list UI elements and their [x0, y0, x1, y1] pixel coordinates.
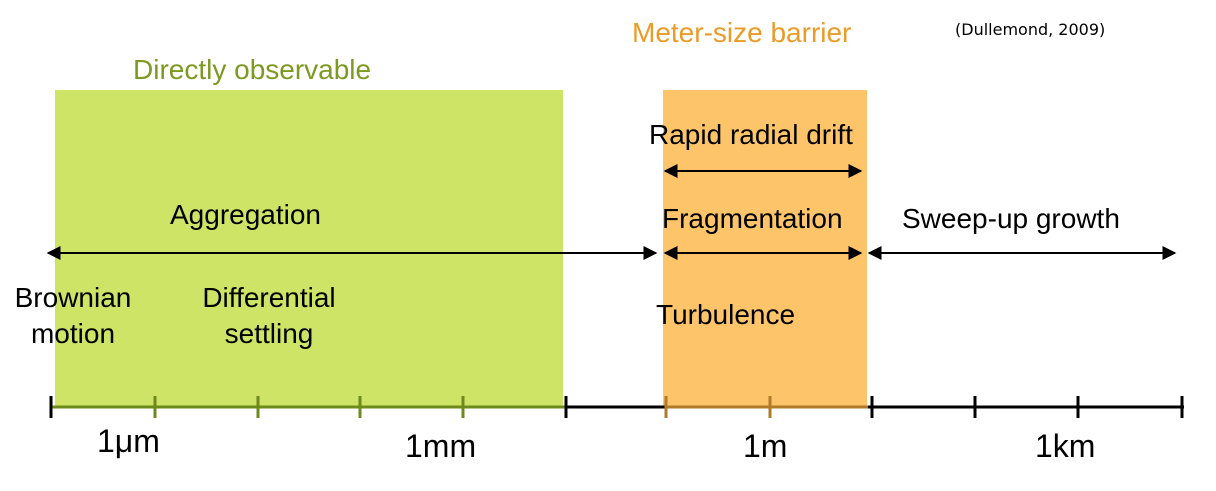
differential-settling-label: Differential settling [183, 280, 355, 352]
differential-line-1: Differential [202, 282, 336, 313]
axis-label-1km: 1km [1035, 428, 1096, 464]
directly-observable-label: Directly observable [133, 54, 372, 85]
differential-line-2: settling [224, 318, 314, 349]
sweep-up-growth-label: Sweep-up growth [902, 203, 1120, 234]
aggregation-label: Aggregation [170, 199, 322, 230]
size-axis [49, 396, 1184, 418]
citation-label: (Dullemond, 2009) [955, 20, 1106, 39]
brownian-line-2: motion [30, 318, 116, 349]
axis-label-1mm: 1mm [405, 428, 477, 464]
radial-drift-label: Rapid radial drift [649, 119, 853, 150]
brownian-motion-label: Brownian motion [0, 280, 146, 352]
meter-size-barrier-label: Meter-size barrier [632, 17, 852, 48]
axis-label-1um: 1μm [97, 423, 160, 459]
turbulence-label: Turbulence [656, 299, 796, 330]
brownian-line-1: Brownian [14, 282, 132, 313]
axis-ticks [49, 396, 1184, 418]
axis-label-1m: 1m [743, 428, 788, 464]
fragmentation-label: Fragmentation [662, 203, 843, 234]
